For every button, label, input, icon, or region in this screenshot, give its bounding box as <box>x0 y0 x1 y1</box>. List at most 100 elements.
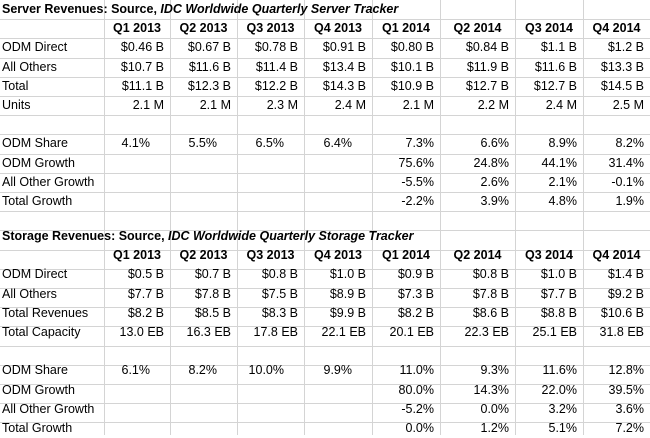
value-cell[interactable]: $11.9 B <box>466 60 509 74</box>
value-cell[interactable]: 17.8 EB <box>253 325 298 339</box>
percent-cell[interactable]: -2.2% <box>401 194 434 208</box>
value-cell[interactable]: $0.78 B <box>254 40 298 54</box>
row-label-units[interactable]: Units <box>2 98 31 112</box>
value-cell[interactable]: $10.9 B <box>390 79 434 93</box>
percent-cell[interactable]: 0.0% <box>405 421 435 435</box>
value-cell[interactable]: $12.7 B <box>465 79 509 93</box>
row-label-odm-growth[interactable]: ODM Growth <box>2 156 75 170</box>
value-cell[interactable]: $8.3 B <box>261 306 298 320</box>
percent-cell[interactable]: 5.1% <box>548 421 578 435</box>
column-header[interactable]: Q4 2013 <box>314 248 362 262</box>
percent-cell[interactable]: -5.2% <box>401 402 434 416</box>
percent-cell[interactable] <box>237 419 284 438</box>
percent-cell[interactable] <box>237 173 284 192</box>
percent-cell[interactable] <box>104 381 150 400</box>
column-header[interactable]: Q4 2013 <box>314 21 362 35</box>
percent-cell[interactable]: 3.6% <box>615 402 645 416</box>
row-label-odm-growth[interactable]: ODM Growth <box>2 383 75 397</box>
percent-cell[interactable] <box>104 154 150 173</box>
column-header[interactable]: Q1 2013 <box>113 248 161 262</box>
value-cell[interactable]: $11.6 B <box>188 60 231 74</box>
percent-cell[interactable]: 4.1% <box>121 136 151 150</box>
value-cell[interactable]: $0.5 B <box>127 267 164 281</box>
percent-cell[interactable]: 9.3% <box>480 363 510 377</box>
percent-cell[interactable]: 8.2% <box>188 363 218 377</box>
percent-cell[interactable] <box>104 173 150 192</box>
percent-cell[interactable]: 11.6% <box>542 363 577 377</box>
percent-cell[interactable] <box>304 192 352 211</box>
row-label-all-other-growth[interactable]: All Other Growth <box>2 175 95 189</box>
percent-cell[interactable]: -0.1% <box>611 175 644 189</box>
value-cell[interactable]: $9.2 B <box>607 287 644 301</box>
value-cell[interactable]: $7.7 B <box>127 287 164 301</box>
value-cell[interactable]: 2.1 M <box>402 98 434 112</box>
column-header[interactable]: Q2 2013 <box>179 21 228 35</box>
percent-cell[interactable]: 75.6% <box>398 156 434 170</box>
value-cell[interactable]: $10.7 B <box>120 60 164 74</box>
value-cell[interactable]: 2.1 M <box>132 98 164 112</box>
row-label-all-other-growth[interactable]: All Other Growth <box>2 402 95 416</box>
value-cell[interactable]: $1.2 B <box>607 40 644 54</box>
percent-cell[interactable]: 2.6% <box>480 175 510 189</box>
percent-cell[interactable]: 6.6% <box>480 136 510 150</box>
percent-cell[interactable]: 3.9% <box>480 194 510 208</box>
percent-cell[interactable]: 6.5% <box>255 136 285 150</box>
percent-cell[interactable]: 44.1% <box>541 156 577 170</box>
value-cell[interactable]: $13.3 B <box>600 60 644 74</box>
percent-cell[interactable] <box>304 419 352 438</box>
percent-cell[interactable]: 1.9% <box>615 194 645 208</box>
percent-cell[interactable]: 6.1% <box>121 363 151 377</box>
percent-cell[interactable] <box>170 154 217 173</box>
value-cell[interactable]: $14.5 B <box>600 79 644 93</box>
value-cell[interactable]: 22.3 EB <box>464 325 509 339</box>
value-cell[interactable]: $8.2 B <box>397 306 434 320</box>
row-label-odm-direct[interactable]: ODM Direct <box>2 267 68 281</box>
percent-cell[interactable]: 1.2% <box>480 421 510 435</box>
percent-cell[interactable]: 5.5% <box>188 136 218 150</box>
value-cell[interactable]: $14.3 B <box>322 79 366 93</box>
percent-cell[interactable]: 31.4% <box>608 156 644 170</box>
value-cell[interactable]: $0.67 B <box>187 40 231 54</box>
column-header[interactable]: Q3 2014 <box>525 21 573 35</box>
value-cell[interactable]: $11.1 B <box>121 79 164 93</box>
percent-cell[interactable] <box>104 192 150 211</box>
value-cell[interactable]: 16.3 EB <box>186 325 231 339</box>
value-cell[interactable]: 22.1 EB <box>321 325 366 339</box>
value-cell[interactable]: $10.6 B <box>600 306 644 320</box>
column-header[interactable]: Q3 2013 <box>246 248 295 262</box>
row-label-total-revenues[interactable]: Total Revenues <box>2 306 89 320</box>
value-cell[interactable]: $0.46 B <box>120 40 164 54</box>
value-cell[interactable]: $12.3 B <box>187 79 231 93</box>
percent-cell[interactable] <box>304 381 352 400</box>
value-cell[interactable]: $8.5 B <box>194 306 231 320</box>
percent-cell[interactable]: 22.0% <box>541 383 577 397</box>
value-cell[interactable]: $11.6 B <box>534 60 577 74</box>
row-label-odm-direct[interactable]: ODM Direct <box>2 40 68 54</box>
row-label-all-others[interactable]: All Others <box>2 60 57 74</box>
value-cell[interactable]: $7.5 B <box>261 287 298 301</box>
column-header[interactable]: Q4 2014 <box>592 21 641 35</box>
column-header[interactable]: Q2 2013 <box>179 248 228 262</box>
value-cell[interactable]: $1.1 B <box>540 40 577 54</box>
value-cell[interactable]: 25.1 EB <box>532 325 577 339</box>
value-cell[interactable]: 2.3 M <box>266 98 298 112</box>
value-cell[interactable]: $1.0 B <box>329 267 366 281</box>
value-cell[interactable]: 2.4 M <box>545 98 577 112</box>
value-cell[interactable]: 2.4 M <box>334 98 366 112</box>
percent-cell[interactable]: 39.5% <box>608 383 644 397</box>
value-cell[interactable]: $1.4 B <box>607 267 644 281</box>
row-label-total-capacity[interactable]: Total Capacity <box>2 325 81 339</box>
percent-cell[interactable] <box>170 192 217 211</box>
column-header[interactable]: Q2 2014 <box>453 248 502 262</box>
percent-cell[interactable] <box>304 154 352 173</box>
row-label-total-growth[interactable]: Total Growth <box>2 421 73 435</box>
row-label-all-others[interactable]: All Others <box>2 287 57 301</box>
percent-cell[interactable]: 9.9% <box>323 363 353 377</box>
value-cell[interactable]: 2.1 M <box>199 98 231 112</box>
percent-cell[interactable] <box>104 419 150 438</box>
row-label-odm-share[interactable]: ODM Share <box>2 136 68 150</box>
percent-cell[interactable]: 3.2% <box>548 402 578 416</box>
percent-cell[interactable]: 2.1% <box>548 175 578 189</box>
value-cell[interactable]: $1.0 B <box>540 267 577 281</box>
percent-cell[interactable]: 14.3% <box>473 383 509 397</box>
